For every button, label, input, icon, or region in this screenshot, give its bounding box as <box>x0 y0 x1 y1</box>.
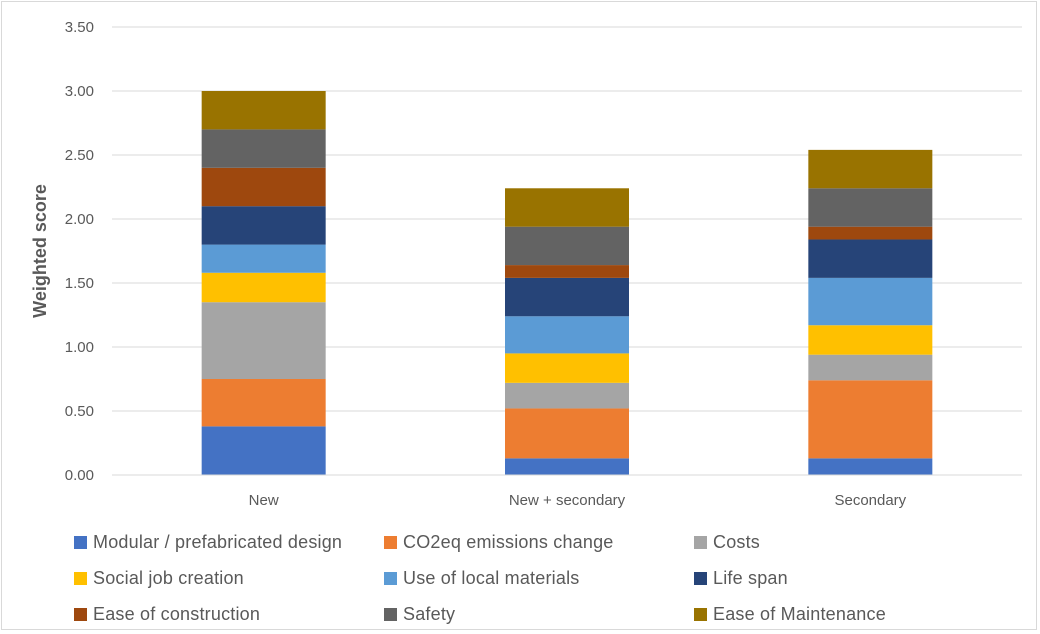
bar-segment-life-span <box>201 206 326 245</box>
legend-item: Modular / prefabricated design <box>74 528 384 556</box>
x-category-label: New <box>249 492 279 509</box>
chart-legend: Modular / prefabricated design CO2eq emis… <box>74 528 974 628</box>
bar-segment-use-of-local-materials <box>808 277 933 326</box>
y-tick-label: 0.50 <box>65 403 94 420</box>
bar-segment-use-of-local-materials <box>505 316 629 354</box>
legend-swatch <box>74 607 87 621</box>
bar-segment-safety <box>201 129 326 168</box>
y-tick-label: 0.00 <box>65 467 94 484</box>
legend-label: Life span <box>713 567 788 588</box>
bar-segment-co2eq-emissions-change <box>808 380 933 459</box>
bar-segment-costs <box>201 302 326 379</box>
legend-label: Safety <box>403 603 456 624</box>
bar-segment-co2eq-emissions-change <box>201 379 326 427</box>
bar-segment-modular-prefabricated-design <box>505 458 629 475</box>
legend-item: Life span <box>694 564 974 592</box>
bar-segment-ease-of-maintenance <box>505 188 629 227</box>
bar-segment-use-of-local-materials <box>201 244 326 273</box>
x-category-label: Secondary <box>834 492 906 509</box>
x-category-label: New + secondary <box>509 492 626 509</box>
bar-segment-ease-of-construction <box>808 226 933 240</box>
bar-segment-modular-prefabricated-design <box>201 426 326 475</box>
legend-swatch <box>384 535 397 549</box>
legend-item: CO2eq emissions change <box>384 528 694 556</box>
legend-swatch <box>384 571 397 585</box>
legend-item: Ease of construction <box>74 600 384 628</box>
bar-segment-safety <box>808 188 933 227</box>
legend-label: Social job creation <box>93 567 244 588</box>
legend-label: Ease of Maintenance <box>713 603 886 624</box>
legend-swatch <box>384 607 397 621</box>
legend-label: CO2eq emissions change <box>403 531 614 552</box>
y-tick-label: 2.50 <box>65 147 94 164</box>
bar-segment-social-job-creation <box>505 353 629 383</box>
legend-item: Social job creation <box>74 564 384 592</box>
legend-swatch <box>694 535 707 549</box>
bar-segment-life-span <box>808 239 933 278</box>
legend-label: Use of local materials <box>403 567 580 588</box>
bar-segment-safety <box>505 226 629 266</box>
y-tick-label: 2.00 <box>65 211 94 228</box>
y-tick-label: 1.50 <box>65 275 94 292</box>
legend-item: Ease of Maintenance <box>694 600 974 628</box>
y-tick-label: 1.00 <box>65 339 94 356</box>
bar-segment-social-job-creation <box>201 272 326 303</box>
bar-segment-ease-of-construction <box>505 265 629 278</box>
bar-segment-modular-prefabricated-design <box>808 458 933 475</box>
bar-segment-ease-of-construction <box>201 167 326 207</box>
bar-segment-ease-of-maintenance <box>808 149 933 189</box>
legend-item: Costs <box>694 528 974 556</box>
bar-segment-costs <box>505 382 629 409</box>
legend-swatch <box>74 571 87 585</box>
bar-segment-social-job-creation <box>808 325 933 355</box>
bar-segment-costs <box>808 354 933 381</box>
legend-label: Costs <box>713 531 761 552</box>
legend-swatch <box>694 571 707 585</box>
legend-swatch <box>694 607 707 621</box>
y-tick-label: 3.00 <box>65 83 94 100</box>
legend-label: Ease of construction <box>93 603 261 624</box>
legend-item: Safety <box>384 600 694 628</box>
y-tick-label: 3.50 <box>65 19 94 36</box>
legend-swatch <box>74 535 87 549</box>
bar-segment-life-span <box>505 277 629 317</box>
bar-segment-co2eq-emissions-change <box>505 408 629 459</box>
bar-segment-ease-of-maintenance <box>201 91 326 130</box>
y-axis-title: Weighted score <box>30 184 50 318</box>
legend-item: Use of local materials <box>384 564 694 592</box>
legend-label: Modular / prefabricated design <box>93 531 343 552</box>
